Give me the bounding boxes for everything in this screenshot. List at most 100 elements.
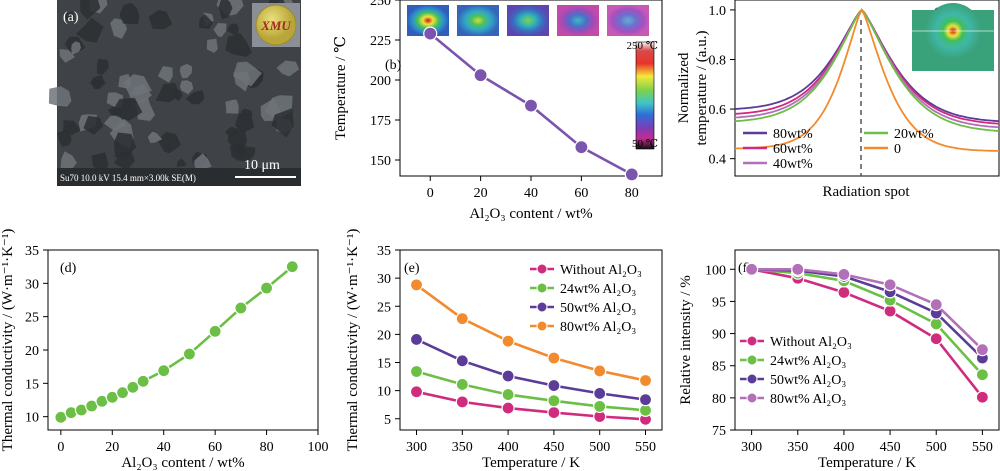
sem-grain [179,63,193,79]
series-f-3-point [791,262,805,276]
x-tick-label: 0 [427,186,434,201]
sem-grain [155,82,180,103]
axes-f: 300 350 400 450 500 550 75 80 85 90 95 100 [705,263,993,455]
sem-grain [157,66,173,83]
y-tick-label: 175 [370,114,391,129]
y-tick-label: 20 [377,328,391,343]
series-b-point [423,26,438,41]
axes-c: 0.4 0.6 0.8 1.0 [709,4,735,168]
x-tick-label: 450 [543,440,564,455]
sem-grain [218,0,233,20]
y-tick-label: 30 [377,272,391,287]
legend-marker [536,282,548,294]
series-d-point [182,347,197,361]
y-tick-label: 35 [25,244,39,259]
series-f-1-point [929,317,943,331]
legend-e: Without Al₂O₃ 24wt% Al₂O₃ 50wt% Al₂O₃ 80wt%… [530,263,642,335]
profile-20wtpct [734,8,1000,132]
y-tick-label: 1.0 [709,4,727,19]
plot-frame-d [47,249,319,431]
sem-grain [224,126,237,138]
axes-d: 0 20 40 60 80 100 10 15 20 25 30 35 [25,244,329,455]
series-e-2-point [593,386,607,401]
xlabel-b: Al₂O₃ content / wt% [469,206,592,222]
series-d-point [285,260,299,274]
marks-d [54,260,299,424]
sem-grain [226,23,239,35]
sem-grain [83,115,104,135]
panel-b-chart: (b) 250 ℃ 50 ℃ 0 20 40 60 80150175200225250 … [333,0,663,222]
sem-grain [271,108,294,138]
ylabel-c-line1: Normalized [676,52,692,123]
series-f-3-point [975,343,989,357]
y-tick-label: 25 [25,311,39,326]
series-e-3-point [638,373,653,388]
series-e-2-point [638,393,653,407]
y-tick-label: 35 [377,244,391,259]
sem-grain [225,33,253,57]
legend-label: 40wt% [773,157,813,172]
panel-label-d: (d) [60,261,77,276]
thermal-image-20wt [457,5,499,36]
series-e-2-point [455,354,469,368]
sem-grain [276,60,300,77]
sem-grain [92,79,101,90]
colorbar-top-label: 250 ℃ [626,40,658,52]
sem-grain [179,80,194,95]
sem-grain [71,41,81,55]
sem-info-bar [57,168,301,186]
series-e-3-line [415,283,646,382]
profile-0 [734,7,999,152]
legend-label: Without Al₂O₃ [770,335,852,350]
series-f-3-line [751,267,984,351]
x-tick-label: 350 [787,440,808,455]
legend-label: 60wt% [773,142,813,157]
legend-marker [746,373,758,385]
sem-info-text: Su70 10.0 kV 15.4 mm×3.00k SE(M) [60,173,196,183]
series-f-0-line [751,268,984,399]
sem-grain [194,153,212,170]
series-f-3-point [929,298,943,312]
legend-label: 80wt% Al₂O₃ [770,392,846,407]
legend-label: 80wt% [773,127,813,142]
x-tick-label: 450 [880,440,901,455]
sem-grain [225,99,239,114]
y-tick-label: 95 [712,295,726,310]
x-tick-label: 0 [57,440,64,455]
x-tick-label: 80 [260,440,274,455]
legend-marker [746,335,758,347]
series-e-0-point [455,395,469,409]
x-tick-label: 20 [105,440,119,455]
sem-grain [176,158,187,168]
sem-grain [134,96,156,121]
x-tick-label: 80 [625,186,639,201]
y-tick-label: 0.4 [709,153,727,168]
xlabel-e: Temperature / K [482,455,580,471]
series-e-3-point [455,312,469,326]
series-b-point [624,167,639,182]
sem-grains [48,0,300,174]
y-tick-label: 80 [712,392,726,407]
ylabel-c-line2: temperature / (a.u.) [694,31,710,146]
series-f-0-point [883,304,897,318]
series-d-line [60,265,294,419]
legend-marker [746,392,758,404]
series-e-1-point [593,399,607,413]
marks-c [734,7,1000,152]
plot-frame-f [734,249,1000,431]
x-tick-label: 400 [833,440,854,455]
sem-grain [59,49,75,63]
logo-text: XMU [260,18,291,33]
panel-label-e: (e) [404,261,420,276]
series-e-0-point [547,405,561,420]
xlabel-f: Temperature / K [818,455,916,471]
sem-grain [113,150,135,171]
xmu-logo-seal [255,4,297,46]
legend-label: 24wt% Al₂O₃ [560,282,636,297]
y-tick-label: 10 [25,411,39,426]
sem-grain [213,23,227,38]
panel-c-chart: (c) 0.40.60.81.0 80wt%60wt%40wt%20wt%0 N… [676,0,1000,200]
sem-grain [65,11,75,21]
